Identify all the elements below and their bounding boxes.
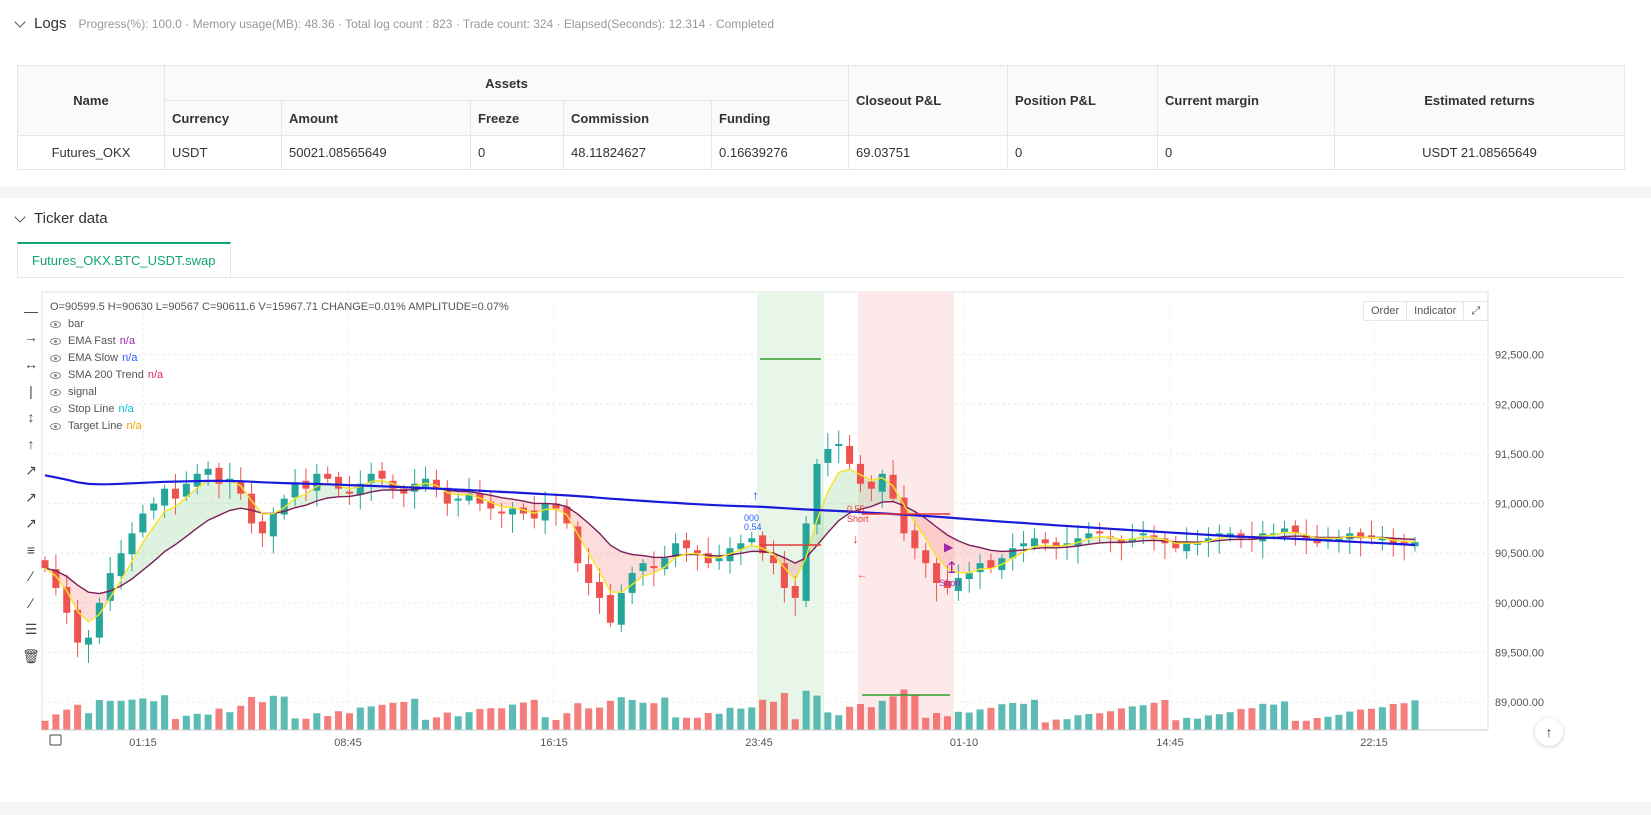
cell-currency: USDT: [164, 135, 282, 170]
chart-legend: O=90599.5 H=90630 L=90567 C=90611.6 V=15…: [50, 299, 509, 435]
legend-item[interactable]: SMA 200 Trend n/a: [50, 367, 509, 384]
legend-item[interactable]: Target Line n/a: [50, 418, 509, 435]
ticker-panel: Ticker data Futures_OKX.BTC_USDT.swap: [0, 198, 1651, 802]
eye-icon[interactable]: [50, 423, 61, 430]
order-button[interactable]: Order: [1363, 301, 1408, 321]
legend-label: signal: [68, 386, 97, 398]
tab-divider: [17, 277, 1625, 278]
legend-item[interactable]: signal: [50, 384, 509, 401]
indicator-button[interactable]: Indicator: [1407, 301, 1465, 321]
legend-value: n/a: [147, 369, 164, 381]
eye-icon[interactable]: [50, 355, 61, 362]
cell-funding: 0.16639276: [711, 135, 849, 170]
col-position: Position P&L: [1007, 65, 1158, 136]
col-amount: Amount: [281, 100, 471, 136]
eye-icon[interactable]: [50, 372, 61, 379]
col-name: Name: [17, 65, 165, 136]
legend-label: Target Line: [68, 420, 123, 432]
price-line-icon[interactable]: ≡: [26, 542, 36, 558]
col-freeze: Freeze: [470, 100, 564, 136]
cell-margin: 0: [1157, 135, 1335, 170]
chevron-down-icon[interactable]: [14, 15, 26, 28]
ticker-header[interactable]: Ticker data: [14, 210, 108, 227]
eye-icon[interactable]: [50, 389, 61, 396]
col-assets: Assets: [164, 65, 849, 101]
legend-item[interactable]: bar: [50, 316, 509, 333]
legend-label: bar: [68, 318, 84, 330]
table-row: Futures_OKX USDT 50021.08565649 0 48.118…: [17, 135, 1625, 170]
scroll-to-top-button[interactable]: ↑: [1535, 718, 1563, 746]
chevron-down-icon[interactable]: [14, 210, 26, 223]
legend-label: SMA 200 Trend: [68, 369, 144, 381]
logs-header[interactable]: Logs Progress(%): 100.0 · Memory usage(M…: [14, 15, 774, 32]
legend-item[interactable]: Stop Line n/a: [50, 401, 509, 418]
horizontal-segment-icon[interactable]: ↔: [24, 356, 38, 372]
legend-label: EMA Slow: [68, 352, 119, 364]
col-margin: Current margin: [1157, 65, 1335, 136]
fullscreen-icon[interactable]: ⤢: [1464, 301, 1489, 321]
cell-commission: 48.11824627: [563, 135, 712, 170]
col-returns: Estimated returns: [1334, 65, 1625, 136]
horizontal-ray-icon[interactable]: →: [24, 329, 38, 345]
trend-line-icon[interactable]: ↗: [25, 462, 37, 478]
cell-closeout: 69.03751: [848, 135, 1008, 170]
col-commission: Commission: [563, 100, 712, 136]
legend-value: n/a: [118, 403, 134, 415]
horizontal-lines-icon[interactable]: ☰: [24, 621, 38, 637]
vertical-ray-icon[interactable]: ↕: [27, 409, 35, 425]
legend-item[interactable]: EMA Slow n/a: [50, 350, 509, 367]
cell-freeze: 0: [470, 135, 564, 170]
trash-icon[interactable]: 🗑: [22, 648, 40, 664]
parallel-channel-icon[interactable]: ∕: [29, 568, 33, 584]
cell-position: 0: [1007, 135, 1158, 170]
legend-label: Stop Line: [68, 403, 115, 415]
tab-futures-okx-btc-usdt-swap[interactable]: Futures_OKX.BTC_USDT.swap: [17, 242, 231, 278]
logs-title: Logs: [34, 15, 67, 32]
cell-name: Futures_OKX: [17, 135, 165, 170]
col-funding: Funding: [711, 100, 849, 136]
logs-stats: Progress(%): 100.0 · Memory usage(MB): 4…: [78, 16, 774, 31]
horizontal-line-icon[interactable]: —: [24, 303, 38, 319]
ticker-title: Ticker data: [34, 210, 108, 227]
cell-returns: USDT 21.08565649: [1334, 135, 1625, 170]
col-closeout: Closeout P&L: [848, 65, 1008, 136]
legend-label: EMA Fast: [68, 335, 116, 347]
col-currency: Currency: [164, 100, 282, 136]
fibonacci-icon[interactable]: ∕: [29, 595, 33, 611]
eye-icon[interactable]: [50, 321, 61, 328]
assets-table: Name Assets Closeout P&L Position P&L Cu…: [17, 65, 1625, 170]
legend-value: n/a: [122, 352, 138, 364]
eye-icon[interactable]: [50, 406, 61, 413]
legend-value: n/a: [119, 335, 135, 347]
eye-icon[interactable]: [50, 338, 61, 345]
vertical-segment-icon[interactable]: ↑: [27, 436, 35, 452]
ray-line-icon[interactable]: ↗: [25, 489, 37, 505]
chart-buttons: Order Indicator ⤢: [1363, 301, 1489, 321]
ohlc-readout: O=90599.5 H=90630 L=90567 C=90611.6 V=15…: [50, 301, 509, 313]
logs-panel: Logs Progress(%): 100.0 · Memory usage(M…: [0, 0, 1651, 187]
legend-value: n/a: [126, 420, 142, 432]
vertical-line-icon[interactable]: |: [29, 383, 33, 399]
legend-item[interactable]: EMA Fast n/a: [50, 333, 509, 350]
segment-line-icon[interactable]: ↗: [25, 515, 37, 531]
cell-amount: 50021.08565649: [281, 135, 471, 170]
